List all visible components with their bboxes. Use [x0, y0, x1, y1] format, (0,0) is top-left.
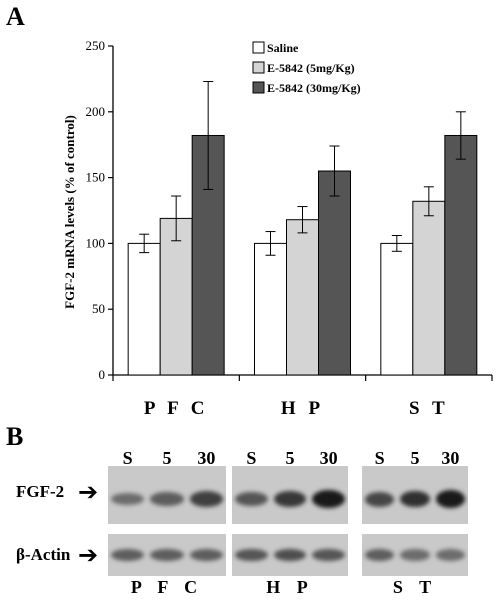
blot-band — [312, 490, 345, 508]
lane-label: S — [374, 448, 385, 468]
blot-band — [150, 492, 184, 506]
lane-label: 5 — [410, 448, 420, 468]
bar — [412, 200, 446, 376]
chart-axes: 0 50 100 150 200 250 P F C H P S T — [86, 38, 493, 419]
panel-b-label: B — [6, 422, 24, 451]
legend-swatch — [252, 41, 265, 54]
y-tick-label: 250 — [86, 38, 106, 53]
category-label: S T — [409, 398, 449, 419]
bar — [444, 134, 478, 376]
panel-a-label: A — [6, 2, 25, 31]
category-label: P F C — [144, 398, 209, 419]
legend-entry: E-5842 (5mg/Kg) — [267, 61, 355, 75]
y-axis-label: FGF-2 mRNA levels (% of control) — [62, 115, 77, 309]
blot-group-label: H P — [266, 577, 314, 597]
blot-band — [365, 548, 395, 562]
bar — [127, 242, 161, 376]
blot-band — [435, 549, 465, 561]
blot-group-label: P F C — [130, 577, 204, 597]
legend-entry: E-5842 (30mg/Kg) — [267, 81, 361, 95]
legend-entry: Saline — [267, 41, 299, 55]
blot-group-label: S T — [392, 577, 438, 597]
lane-label: 30 — [319, 448, 338, 468]
arrow-icon: ➔ — [78, 478, 99, 506]
blot-image — [362, 534, 468, 576]
row-label-actin: β-Actin — [16, 545, 71, 564]
blot-image — [362, 466, 468, 524]
bar — [380, 242, 414, 376]
blot-band — [312, 548, 345, 562]
blot-band — [189, 491, 223, 507]
chart-legend: Saline E-5842 (5mg/Kg) E-5842 (30mg/Kg) — [252, 41, 361, 95]
blot-image — [108, 466, 226, 524]
lane-label: S — [246, 448, 257, 468]
bar — [159, 217, 193, 376]
blot-band — [150, 548, 184, 562]
blot-band — [273, 548, 307, 562]
legend-swatch — [252, 81, 265, 94]
y-tick-label: 150 — [86, 170, 106, 185]
y-tick-label: 0 — [99, 367, 106, 382]
y-tick-label: 100 — [86, 235, 106, 250]
legend-swatch — [252, 61, 265, 74]
bar — [318, 170, 351, 376]
blot-band — [189, 548, 223, 562]
blot-image — [232, 466, 348, 524]
category-label: H P — [281, 398, 324, 419]
blot-image — [108, 534, 226, 576]
lane-label: S — [122, 448, 133, 468]
blot-band — [235, 492, 268, 506]
bar — [254, 242, 287, 376]
y-tick-label: 200 — [86, 104, 106, 119]
chart-bars — [127, 81, 478, 376]
arrow-icon: ➔ — [78, 541, 99, 569]
blot-band — [273, 491, 307, 507]
blot-band — [111, 548, 145, 562]
row-label-fgf2: FGF-2 — [16, 482, 65, 501]
lane-label: 5 — [162, 448, 172, 468]
blot-band — [111, 492, 145, 506]
blot-band — [400, 490, 430, 508]
blot-band — [435, 490, 465, 508]
lane-label: 30 — [441, 448, 460, 468]
y-tick-label: 50 — [92, 301, 105, 316]
lane-label: 30 — [197, 448, 216, 468]
lane-label: 5 — [285, 448, 295, 468]
blot-band — [365, 491, 395, 507]
bar — [286, 219, 319, 376]
blot-image — [232, 534, 348, 576]
bar-chart: 0 50 100 150 200 250 P F C H P S T Saline E-5842 … — [62, 38, 493, 419]
blot-band — [400, 549, 430, 561]
blot-band — [235, 548, 268, 562]
